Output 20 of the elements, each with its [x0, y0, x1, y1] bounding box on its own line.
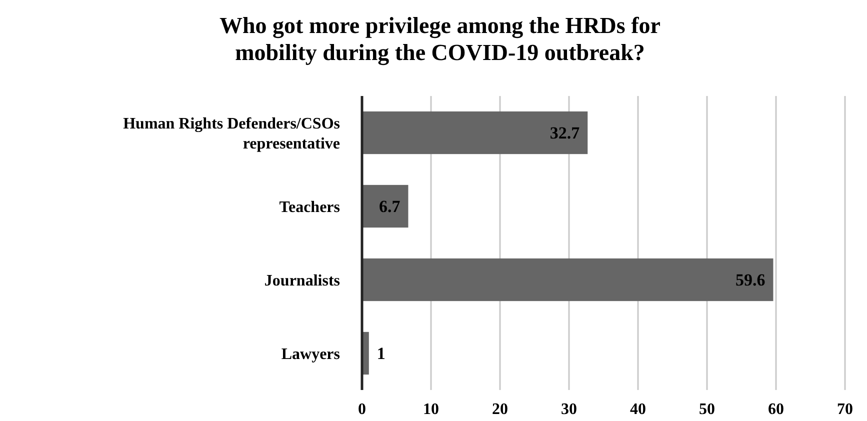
data-label: 1: [376, 344, 386, 364]
x-tick-label: 10: [423, 401, 439, 418]
x-tick-label: 20: [492, 401, 508, 418]
bar: [362, 111, 588, 154]
x-tick-label: 60: [768, 401, 784, 418]
x-tick-label: 50: [699, 401, 715, 418]
x-tick-label: 40: [630, 401, 646, 418]
y-tick-label: Journalists: [264, 272, 340, 290]
y-tick-label: Teachers: [279, 198, 340, 216]
chart-title: Who got more privilege among the HRDs for mobility during the COVID-19 outbreak?: [220, 13, 660, 66]
x-tick-label: 30: [561, 401, 577, 418]
y-tick-label: Lawyers: [281, 346, 340, 363]
x-tick-label: 0: [358, 401, 366, 418]
x-tick-label: 70: [837, 401, 853, 418]
bar: [362, 258, 774, 302]
data-label: 59.6: [735, 270, 766, 290]
y-tick-label: Human Rights Defenders/CSOs representative: [123, 115, 340, 152]
data-label: 6.7: [378, 197, 401, 216]
bar: [362, 184, 408, 228]
data-label: 32.7: [550, 124, 580, 143]
